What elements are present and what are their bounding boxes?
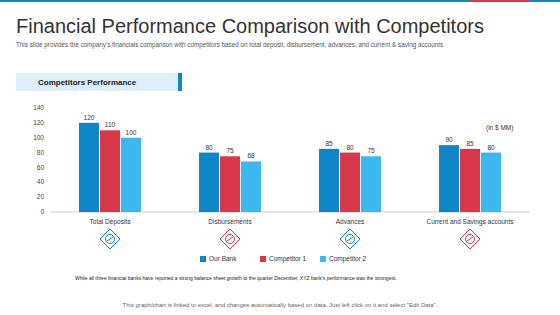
- icon-glyph: [467, 237, 473, 241]
- icon-glyph: [346, 235, 355, 244]
- bar: [340, 153, 360, 212]
- icon-frame: [340, 229, 360, 249]
- legend-label: Competitor 1: [269, 255, 307, 263]
- subtitle: This slide provides the company's financ…: [16, 41, 443, 49]
- data-label: 80: [205, 144, 213, 151]
- icon-glyph: [107, 237, 113, 241]
- x-tick-label: Total Deposits: [90, 218, 132, 226]
- legend-label: Competitor 2: [329, 255, 367, 263]
- category-icon: [100, 229, 120, 249]
- legend: Our Bank Competitor 1 Competitor 2: [200, 255, 367, 263]
- caption: This graph/chart is linked to excel, and…: [123, 302, 438, 308]
- bar: [481, 153, 501, 212]
- y-tick-label: 20: [37, 193, 45, 200]
- category-icon: [460, 229, 480, 249]
- top-strip: [530, 0, 560, 2]
- data-label: 90: [445, 136, 453, 143]
- y-tick-label: 140: [33, 104, 44, 111]
- chart: Financial Performance Comparison with Co…: [0, 0, 560, 315]
- data-labels: 120 80 85 90 110 75 80 85 100 68 75 80: [84, 114, 495, 160]
- y-tick-label: 80: [37, 149, 45, 156]
- bar: [79, 123, 99, 212]
- icon-glyph: [226, 235, 235, 244]
- icon-glyph: [106, 235, 115, 244]
- y-tick-label: 120: [33, 119, 44, 126]
- bar: [460, 149, 480, 212]
- top-strip: [470, 0, 530, 2]
- data-label: 85: [466, 140, 474, 147]
- data-label: 80: [487, 144, 495, 151]
- legend-swatch: [320, 256, 326, 262]
- bar: [220, 156, 240, 212]
- data-label: 100: [126, 129, 137, 136]
- bar: [361, 156, 381, 212]
- bars: [79, 123, 501, 212]
- data-label: 85: [325, 140, 333, 147]
- y-tick-label: 40: [37, 178, 45, 185]
- icon-glyph: [347, 237, 353, 241]
- bar: [319, 149, 339, 212]
- panel-header: Competitors Performance: [38, 78, 137, 87]
- panel-header-bar: [178, 73, 182, 91]
- data-label: 80: [346, 144, 354, 151]
- bar: [241, 161, 261, 212]
- data-label: 68: [247, 152, 255, 159]
- icon-glyph: [466, 235, 475, 244]
- legend-swatch: [200, 256, 206, 262]
- data-label: 120: [84, 114, 95, 121]
- bar: [199, 153, 219, 212]
- top-strip: [0, 0, 470, 2]
- unit-label: (in $ MM): [486, 124, 513, 132]
- bar: [121, 138, 141, 212]
- x-tick-label: Disbursements: [208, 218, 252, 225]
- data-label: 75: [367, 147, 375, 154]
- x-tick-label: Current and Savings accounts: [426, 218, 514, 226]
- legend-label: Our Bank: [209, 255, 237, 262]
- icon-frame: [460, 229, 480, 249]
- bar: [439, 145, 459, 212]
- icon-frame: [220, 229, 240, 249]
- icon-frame: [100, 229, 120, 249]
- panel-header-bg: [16, 73, 178, 91]
- y-tick-label: 60: [37, 164, 45, 171]
- data-label: 75: [226, 147, 234, 154]
- x-tick-label: Advances: [336, 218, 365, 225]
- footnote: While all three financial banks have rep…: [75, 275, 397, 281]
- y-tick-label: 100: [33, 134, 44, 141]
- bar: [100, 130, 120, 212]
- legend-swatch: [260, 256, 266, 262]
- title: Financial Performance Comparison with Co…: [16, 15, 484, 37]
- category-icon: [340, 229, 360, 249]
- y-tick-label: 0: [40, 208, 44, 215]
- icon-glyph: [227, 237, 233, 241]
- category-icon: [220, 229, 240, 249]
- data-label: 110: [105, 121, 116, 128]
